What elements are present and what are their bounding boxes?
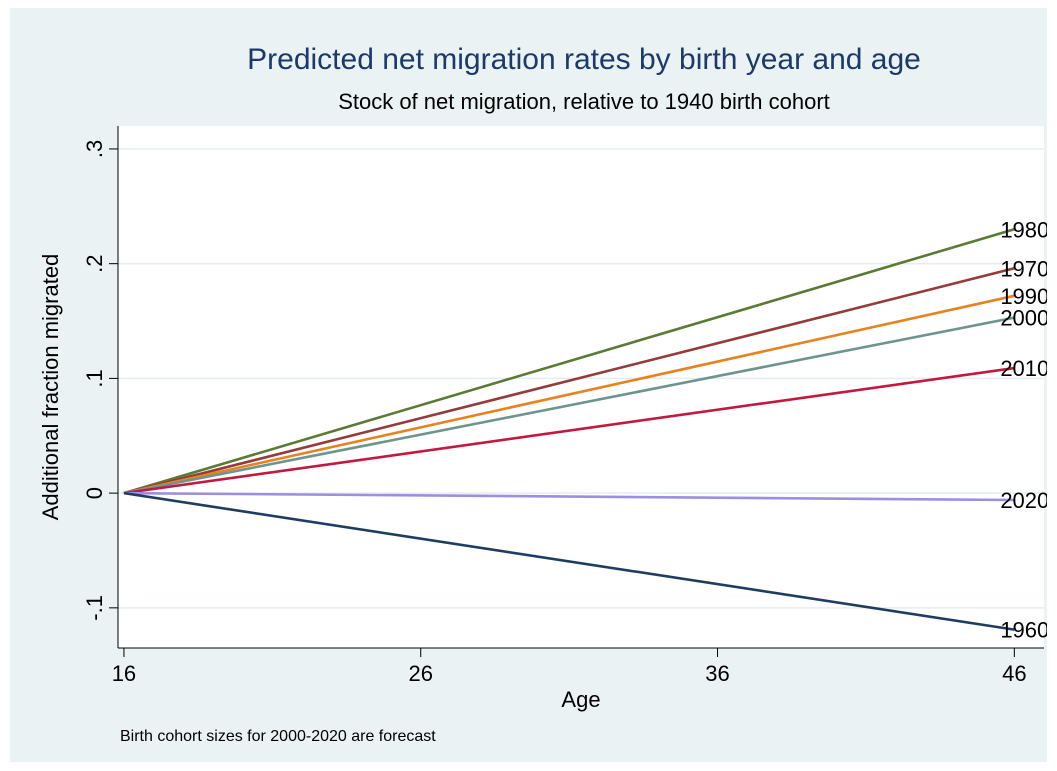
series-label-1980: 1980 <box>1000 217 1047 242</box>
series-label-1970: 1970 <box>1000 256 1047 281</box>
x-tick-label-3: 46 <box>1002 661 1026 686</box>
series-line-2020 <box>123 491 1015 502</box>
series-label-2020: 2020 <box>1000 488 1047 513</box>
chart-svg: Predicted net migration rates by birth y… <box>38 43 1047 745</box>
chart-title: Predicted net migration rates by birth y… <box>247 43 921 76</box>
x-tick-label-2: 36 <box>705 661 729 686</box>
y-tick-label-4: .3 <box>82 140 107 158</box>
y-tick-label-0: -.1 <box>82 595 107 621</box>
series-line-2000 <box>123 316 1015 495</box>
series-line-1980 <box>123 228 1015 495</box>
x-axis-label: Age <box>561 687 600 712</box>
y-axis-label: Additional fraction migrated <box>38 254 63 521</box>
series-layer <box>123 228 1015 631</box>
y-tick-label-3: .2 <box>82 254 107 272</box>
series-line-1960 <box>123 491 1015 631</box>
x-tick-label-0: 16 <box>112 661 136 686</box>
axis-layer: -.1 0 .1 .2 .3 16 26 36 46 <box>82 126 1044 686</box>
x-tick-label-1: 26 <box>408 661 432 686</box>
plot-area <box>118 126 1044 648</box>
chart-note: Birth cohort sizes for 2000-2020 are for… <box>120 728 436 745</box>
chart-subtitle: Stock of net migration, relative to 1940… <box>338 89 830 114</box>
y-tick-label-1: 0 <box>82 487 107 499</box>
series-line-1970 <box>123 266 1015 495</box>
series-label-1990: 1990 <box>1000 284 1047 309</box>
series-label-2000: 2000 <box>1000 306 1047 331</box>
series-label-1960: 1960 <box>1000 618 1047 643</box>
series-line-1990 <box>123 294 1015 495</box>
series-label-2010: 2010 <box>1000 356 1047 381</box>
y-tick-label-2: .1 <box>82 369 107 387</box>
series-line-2010 <box>123 366 1015 495</box>
chart-figure: Predicted net migration rates by birth y… <box>10 8 1047 762</box>
